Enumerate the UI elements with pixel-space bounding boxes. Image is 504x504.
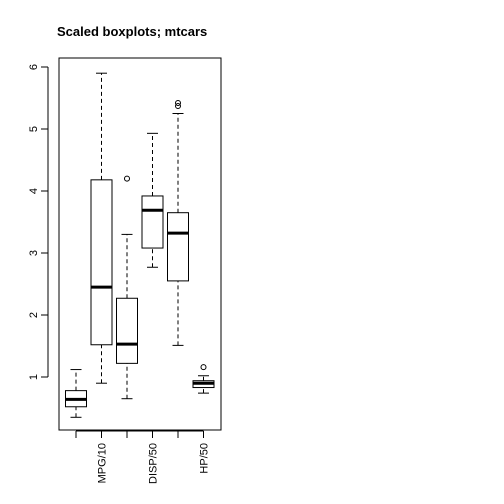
iqr-box	[167, 212, 189, 282]
box-series	[65, 72, 215, 418]
y-tick-label: 6	[28, 64, 40, 70]
iqr-box	[141, 195, 164, 249]
box-6	[192, 364, 215, 394]
y-tick-label: 4	[28, 188, 40, 194]
box-5	[167, 99, 189, 346]
x-tick-label: DISP/50	[148, 443, 160, 484]
box-1	[65, 369, 87, 418]
y-tick-label: 3	[28, 250, 40, 256]
iqr-box	[90, 179, 113, 346]
outlier-point	[124, 175, 130, 182]
outlier-point	[175, 99, 181, 106]
y-tick-label: 2	[28, 312, 40, 318]
y-tick-label: 1	[28, 374, 40, 380]
plot-frame	[58, 57, 222, 431]
chart-title: Scaled boxplots; mtcars	[57, 24, 207, 39]
outlier-point	[200, 364, 207, 371]
outlier-point	[175, 103, 181, 110]
box-3	[116, 175, 138, 400]
iqr-box	[116, 297, 138, 364]
y-axis: 1 2 3 4 5 6	[28, 64, 49, 380]
box-2	[90, 72, 113, 384]
y-tick-label: 5	[28, 126, 40, 132]
x-tick-label: MPG/10	[97, 443, 109, 483]
x-tick-label: HP/50	[199, 443, 211, 474]
box-4	[141, 132, 164, 268]
x-axis: MPG/10 DISP/50 HP/50	[75, 430, 211, 484]
